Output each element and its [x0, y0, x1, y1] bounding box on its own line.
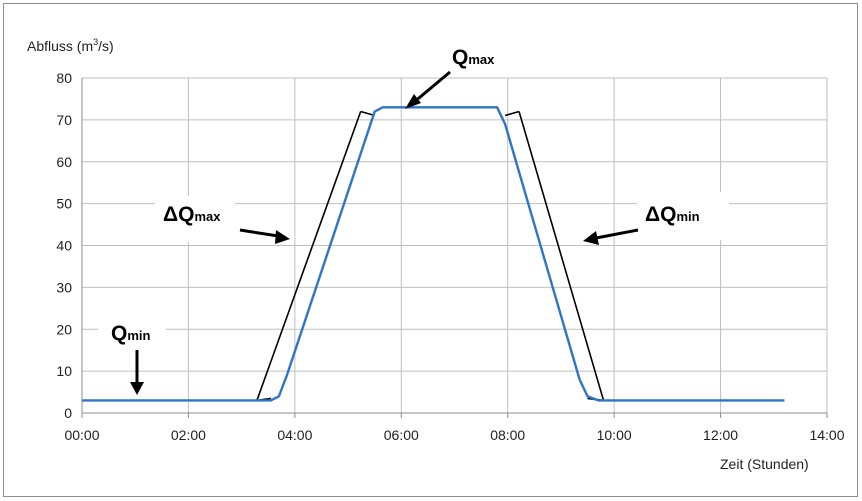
series-line [82, 106, 785, 402]
fall-bracket [518, 111, 605, 401]
y-tick-label: 30 [56, 279, 72, 295]
y-tick-label: 40 [56, 238, 72, 254]
rate-brackets [256, 110, 605, 402]
delta-q-min-label: ΔQmin [645, 203, 700, 226]
y-tick-label: 80 [56, 70, 72, 86]
y-tick-labels: 0 10 20 30 40 50 60 70 80 [56, 70, 72, 421]
y-tick-label: 20 [56, 321, 72, 337]
q-max-arrow [405, 70, 451, 109]
y-axis-label: Abfluss (m3/s) [27, 37, 114, 54]
x-tick-label: 12:00 [703, 427, 738, 443]
delta-q-max-label: ΔQmax [163, 203, 221, 226]
delta-q-min-bg [637, 192, 729, 240]
y-tick-label: 70 [56, 112, 72, 128]
grid [81, 77, 828, 418]
y-tick-label: 0 [64, 405, 72, 421]
y-tick-label: 60 [56, 154, 72, 170]
x-axis-label: Zeit (Stunden) [720, 456, 809, 472]
q-max-label: Qmax [452, 46, 495, 69]
fall-bracket-cap [504, 110, 520, 117]
x-tick-label: 06:00 [384, 427, 419, 443]
q-min-label: Qmin [111, 322, 151, 345]
series-layer [82, 106, 785, 402]
x-tick-label: 00:00 [64, 427, 99, 443]
q-min-bg [98, 322, 166, 360]
x-tick-labels: 00:00 02:00 04:00 06:00 08:00 10:00 12:00 14:00 [64, 427, 844, 443]
x-tick-label: 14:00 [809, 427, 844, 443]
delta-q-max-arrow [239, 228, 290, 244]
y-tick-label: 10 [56, 363, 72, 379]
x-tick-label: 08:00 [490, 427, 525, 443]
delta-q-max-bg [155, 196, 235, 242]
x-tick-label: 10:00 [597, 427, 632, 443]
delta-q-min-arrow [583, 228, 639, 245]
q-min-arrow [130, 350, 144, 395]
x-tick-label: 04:00 [277, 427, 312, 443]
x-tick-label: 02:00 [171, 427, 206, 443]
rise-bracket [256, 111, 362, 401]
y-tick-label: 50 [56, 196, 72, 212]
chart-frame [3, 3, 858, 497]
